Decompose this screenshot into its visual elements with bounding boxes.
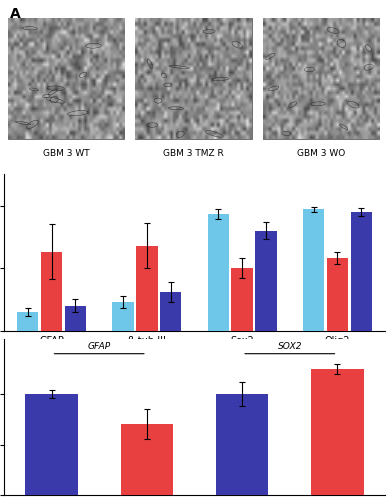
Bar [8, 18, 124, 139]
Text: GBM 3 WO: GBM 3 WO [297, 149, 345, 158]
Bar [216, 394, 268, 495]
Bar [112, 302, 134, 330]
Bar [136, 246, 158, 330]
Bar [255, 230, 277, 330]
Text: GBM 3 WT: GBM 3 WT [42, 149, 89, 158]
Bar [160, 292, 181, 331]
Text: GBM 3 TMZ R: GBM 3 TMZ R [163, 149, 224, 158]
Bar [65, 306, 86, 330]
Bar [231, 268, 253, 330]
Bar [327, 258, 348, 330]
Bar [17, 312, 39, 330]
Text: A: A [10, 8, 20, 22]
Bar [41, 252, 62, 330]
Text: GFAP: GFAP [88, 342, 111, 350]
Bar [208, 214, 229, 330]
Bar [121, 424, 173, 495]
Bar [311, 369, 364, 495]
Bar [25, 394, 78, 495]
Bar [263, 18, 379, 139]
Bar [303, 210, 324, 330]
Bar [350, 212, 372, 330]
Bar [135, 18, 252, 139]
Text: SOX2: SOX2 [278, 342, 302, 350]
